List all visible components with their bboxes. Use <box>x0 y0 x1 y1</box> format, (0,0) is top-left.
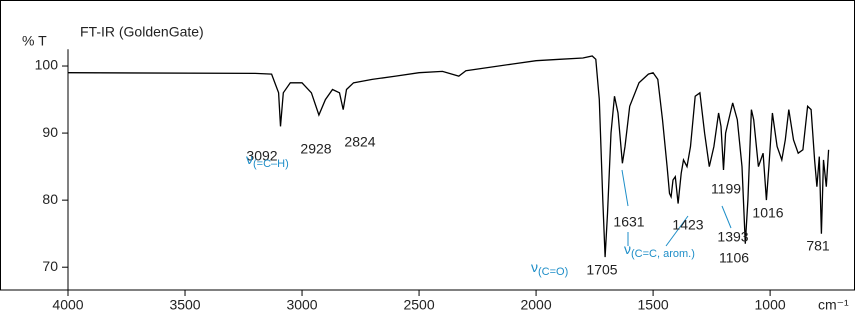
peak-label: 2928 <box>300 141 331 157</box>
peak-label: 1106 <box>719 250 749 266</box>
y-tick-label: 70 <box>42 258 58 274</box>
leader-line <box>665 215 689 247</box>
spectrum-line <box>67 55 830 258</box>
peak-label: 1393 <box>717 229 748 245</box>
x-tick-label: 1000 <box>755 297 786 313</box>
vibration-label: ν(C=O) <box>531 259 568 278</box>
chart-title: FT-IR (GoldenGate) <box>80 24 204 40</box>
vibration-subscript: (=C–H) <box>253 158 289 170</box>
y-tick-label: 100 <box>35 57 59 73</box>
x-tick-label: 2500 <box>403 297 434 313</box>
peak-label: 1199 <box>711 181 741 197</box>
peak-label: 2824 <box>344 134 375 150</box>
peak-label: 1016 <box>752 205 783 221</box>
x-tick-label: 3500 <box>169 297 200 313</box>
vibration-label: ν(=C–H) <box>246 151 289 170</box>
peak-label: 3092 <box>246 148 277 164</box>
frame <box>0 0 855 291</box>
x-axis-label: cm⁻¹ <box>818 297 849 313</box>
x-tick-label: 2000 <box>520 297 551 313</box>
peak-label: 1705 <box>586 262 617 278</box>
vibration-label: ν(C=C, arom.) <box>624 241 695 260</box>
x-tick-label: 1500 <box>638 297 669 313</box>
y-tick-label: 90 <box>42 124 58 140</box>
peak-label: 1423 <box>672 217 703 233</box>
vibration-symbol: ν <box>531 259 538 275</box>
y-axis-label: % T <box>22 33 47 49</box>
y-tick-label: 80 <box>42 191 58 207</box>
leader-line <box>621 169 629 207</box>
vibration-subscript: (C=C, arom.) <box>631 248 695 260</box>
vibration-subscript: (C=O) <box>538 266 568 278</box>
x-tick-label: 3000 <box>286 297 317 313</box>
x-tick-label: 4000 <box>52 297 83 313</box>
vibration-symbol: ν <box>246 151 253 167</box>
peak-label: 781 <box>806 238 830 254</box>
peak-label: 1631 <box>613 214 644 230</box>
leader-line <box>721 205 732 229</box>
vibration-symbol: ν <box>624 241 631 257</box>
